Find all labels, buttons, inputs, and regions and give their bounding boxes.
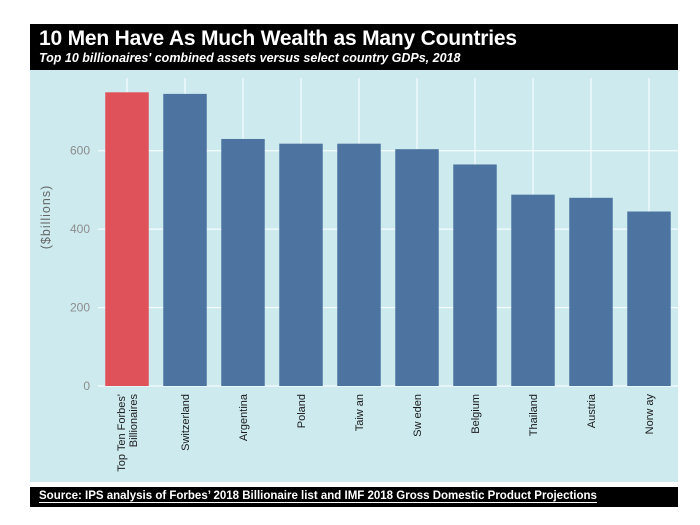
bar[interactable] <box>511 194 555 386</box>
y-axis-label: ($billions) <box>39 185 53 250</box>
x-tick-label: Poland <box>296 394 308 428</box>
x-tick-label: Thailand <box>528 394 540 436</box>
bar[interactable] <box>569 197 613 386</box>
bar[interactable] <box>279 143 323 386</box>
bar[interactable] <box>163 93 207 386</box>
x-tick-label: Top Ten Forbes'Billionaires <box>116 394 140 472</box>
x-tick-label: Sw eden <box>412 394 424 437</box>
source-bar: Source: IPS analysis of Forbes’ 2018 Bil… <box>30 487 678 507</box>
x-tick-label: Austria <box>586 393 598 428</box>
bar[interactable] <box>395 149 439 386</box>
x-tick-label: Norw ay <box>644 394 656 435</box>
source-note: Source: IPS analysis of Forbes’ 2018 Bil… <box>39 490 597 503</box>
y-tick-label: 200 <box>70 301 90 315</box>
y-tick-label: 400 <box>70 222 90 236</box>
bar[interactable] <box>105 92 149 386</box>
bar[interactable] <box>337 143 381 386</box>
title-bar: 10 Men Have As Much Wealth as Many Count… <box>30 24 678 70</box>
bar[interactable] <box>627 211 671 386</box>
x-tick-label: Taiw an <box>354 394 366 431</box>
x-tick-label: Argentina <box>238 393 250 441</box>
x-tick-label: Belgium <box>470 394 482 434</box>
chart-subtitle: Top 10 billionaires' combined assets ver… <box>39 51 461 65</box>
y-tick-label: 0 <box>83 379 90 393</box>
chart-panel: 0 200 400 600 ($billions) Top Ten Forbes'Bill… <box>30 70 678 482</box>
bar[interactable] <box>221 138 265 386</box>
bar-chart: 0 200 400 600 ($billions) Top Ten Forbes'Bill… <box>39 78 678 472</box>
bar[interactable] <box>453 164 497 386</box>
chart-title: 10 Men Have As Much Wealth as Many Count… <box>39 27 517 50</box>
x-tick-label: Switzerland <box>180 394 192 451</box>
y-tick-label: 600 <box>70 144 90 158</box>
